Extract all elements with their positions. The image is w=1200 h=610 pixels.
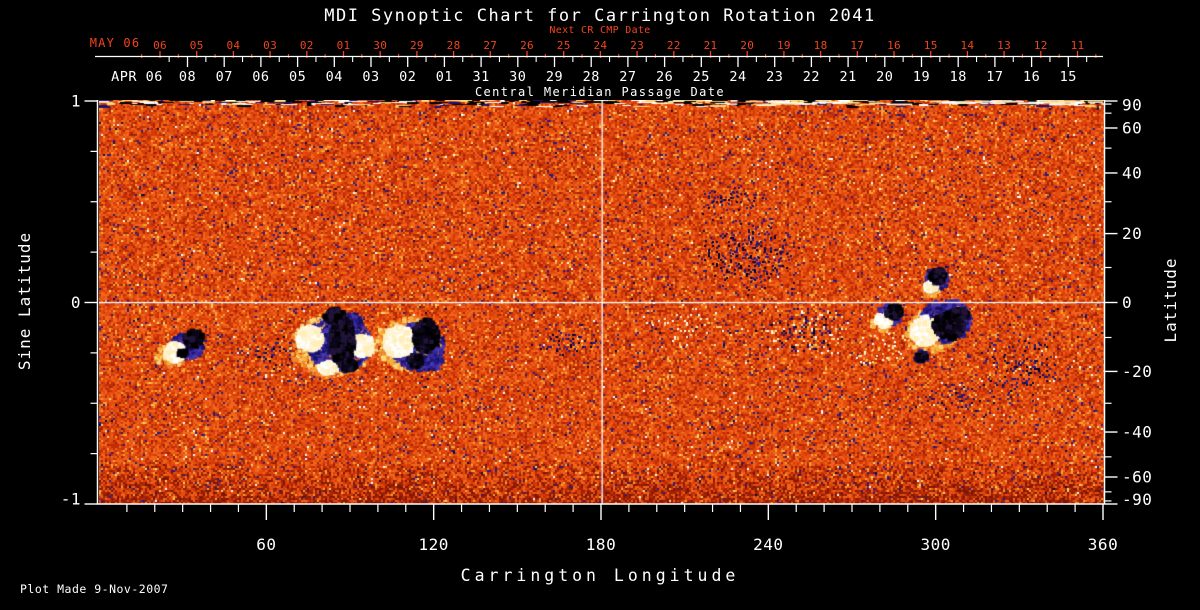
red-axis-tick-label: 24 bbox=[593, 39, 607, 52]
right-axis-tick-label: -20 bbox=[1122, 362, 1152, 381]
red-axis-tick-label: 17 bbox=[850, 39, 864, 52]
red-axis-tick-label: 06 bbox=[153, 39, 167, 52]
right-axis-tick-label: -90 bbox=[1122, 490, 1152, 509]
cmp-axis-tick-label: 18 bbox=[950, 69, 967, 85]
red-axis-tick-label: 27 bbox=[483, 39, 497, 52]
next-cr-cmp-label: Next CR CMP Date bbox=[549, 25, 650, 36]
red-axis-tick-label: 13 bbox=[997, 39, 1011, 52]
cmp-axis-month-label: APR 06 bbox=[111, 69, 163, 85]
red-axis-tick-label: 14 bbox=[960, 39, 974, 52]
cmp-axis-tick-label: 26 bbox=[656, 69, 673, 85]
cmp-axis-tick-label: 04 bbox=[326, 69, 343, 85]
right-axis-tick-label: 0 bbox=[1122, 293, 1132, 312]
red-axis-tick-label: 28 bbox=[447, 39, 461, 52]
cmp-axis-tick-label: 24 bbox=[729, 69, 746, 85]
cmp-axis-tick-label: 03 bbox=[362, 69, 379, 85]
cmp-axis-tick-label: 07 bbox=[216, 69, 233, 85]
left-axis-tick-label: 1 bbox=[71, 92, 81, 111]
red-axis-tick-label: 12 bbox=[1034, 39, 1048, 52]
cmp-axis-tick-label: 02 bbox=[399, 69, 416, 85]
red-axis-tick-label: 25 bbox=[557, 39, 571, 52]
cmp-axis-tick-label: 27 bbox=[619, 69, 636, 85]
right-axis-tick-label: -60 bbox=[1122, 468, 1152, 487]
right-axis-tick-label: 90 bbox=[1122, 96, 1142, 115]
left-axis-title: Sine Latitude bbox=[15, 232, 34, 370]
red-axis-tick-label: 30 bbox=[373, 39, 387, 52]
red-axis-tick-label: 02 bbox=[300, 39, 314, 52]
cmp-axis-tick-label: 16 bbox=[1023, 69, 1040, 85]
red-axis-tick-label: 05 bbox=[190, 39, 204, 52]
right-axis-tick-label: 40 bbox=[1122, 163, 1142, 182]
right-axis-tick-label: 60 bbox=[1122, 118, 1142, 137]
plot-made-note: Plot Made 9-Nov-2007 bbox=[20, 582, 168, 596]
red-axis-tick-label: 15 bbox=[924, 39, 938, 52]
cmp-axis-tick-label: 28 bbox=[583, 69, 600, 85]
cmp-axis-tick-label: 22 bbox=[803, 69, 820, 85]
bottom-axis-tick-label: 180 bbox=[586, 535, 616, 554]
chart-title: MDI Synoptic Chart for Carrington Rotati… bbox=[324, 6, 876, 26]
cmp-axis-tick-label: 31 bbox=[472, 69, 489, 85]
bottom-axis-tick-label: 120 bbox=[418, 535, 448, 554]
bottom-axis-tick-label: 240 bbox=[753, 535, 783, 554]
cmp-axis-tick-label: 23 bbox=[766, 69, 783, 85]
red-axis-tick-label: 04 bbox=[226, 39, 240, 52]
red-axis-tick-label: 16 bbox=[887, 39, 901, 52]
cmp-axis-tick-label: 30 bbox=[509, 69, 526, 85]
cmp-axis-tick-label: 21 bbox=[839, 69, 856, 85]
red-axis-tick-label: 21 bbox=[704, 39, 718, 52]
red-axis-tick-label: 19 bbox=[777, 39, 791, 52]
red-axis-tick-label: 03 bbox=[263, 39, 277, 52]
cmp-axis-tick-label: 01 bbox=[436, 69, 453, 85]
right-axis-title: Latitude bbox=[1161, 257, 1180, 342]
red-axis-tick-label: 18 bbox=[814, 39, 828, 52]
cmp-axis-tick-label: 05 bbox=[289, 69, 306, 85]
red-axis-month-label: MAY 06 bbox=[90, 36, 141, 50]
bottom-axis-tick-label: 360 bbox=[1088, 535, 1118, 554]
right-axis-tick-label: -40 bbox=[1122, 423, 1152, 442]
bottom-axis-tick-label: 60 bbox=[256, 535, 276, 554]
generated-ticks: 06 05 04 03 02 01 30 29 28 27 26 25 24 23 22 21 20 19 18 17… bbox=[61, 39, 1152, 554]
cmp-axis-tick-label: 25 bbox=[693, 69, 710, 85]
cmp-axis-tick-label: 29 bbox=[546, 69, 563, 85]
cmp-axis-tick-label: 06 bbox=[252, 69, 269, 85]
cmp-axis-tick-label: 20 bbox=[876, 69, 893, 85]
x-axis-title: Carrington Longitude bbox=[461, 566, 740, 585]
cmp-axis-tick-label: 15 bbox=[1060, 69, 1077, 85]
magnetogram-map bbox=[99, 100, 1104, 504]
red-axis-tick-label: 29 bbox=[410, 39, 424, 52]
red-axis-tick-label: 11 bbox=[1071, 39, 1085, 52]
red-axis-tick-label: 20 bbox=[740, 39, 754, 52]
red-axis-tick-label: 22 bbox=[667, 39, 681, 52]
right-axis-tick-label: 20 bbox=[1122, 224, 1142, 243]
cmp-axis-title: Central Meridian Passage Date bbox=[475, 85, 725, 99]
cmp-axis-tick-label: 17 bbox=[986, 69, 1003, 85]
red-axis-tick-label: 01 bbox=[337, 39, 351, 52]
left-axis-tick-label: 0 bbox=[71, 293, 81, 312]
red-axis-tick-label: 23 bbox=[630, 39, 644, 52]
red-axis-tick-label: 26 bbox=[520, 39, 534, 52]
cmp-axis-tick-label: 08 bbox=[179, 69, 196, 85]
left-axis-tick-label: -1 bbox=[61, 490, 81, 509]
bottom-axis-tick-label: 300 bbox=[920, 535, 950, 554]
cmp-axis-tick-label: 19 bbox=[913, 69, 930, 85]
